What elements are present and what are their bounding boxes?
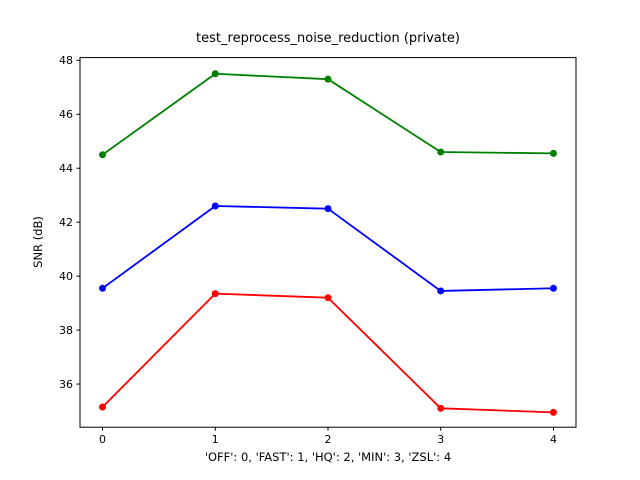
red-series-point <box>211 290 219 298</box>
y-axis-label: SNR (dB) <box>31 216 45 268</box>
y-tick-label: 44 <box>59 162 73 175</box>
green-series-point <box>99 151 107 159</box>
green-series-point <box>437 148 445 156</box>
x-tick-label: 3 <box>437 433 444 446</box>
y-tick-label: 36 <box>59 378 73 391</box>
plot-area <box>79 57 577 428</box>
y-tick-label: 42 <box>59 216 73 229</box>
blue-series-point <box>437 287 445 295</box>
x-tick-label: 1 <box>212 433 219 446</box>
x-tick-label: 2 <box>325 433 332 446</box>
blue-series-point <box>211 202 219 210</box>
blue-series-point <box>99 284 107 292</box>
x-tick-label: 0 <box>99 433 106 446</box>
y-tick-label: 46 <box>59 108 73 121</box>
chart-title: test_reprocess_noise_reduction (private) <box>196 31 460 46</box>
red-series-point <box>437 404 445 412</box>
green-series-point <box>211 70 219 78</box>
red-series-point <box>324 294 332 302</box>
y-tick-label: 38 <box>59 324 73 337</box>
green-series-point <box>324 75 332 83</box>
x-tick-label: 4 <box>550 433 557 446</box>
blue-series-point <box>549 284 557 292</box>
red-series-point <box>549 408 557 416</box>
blue-series-point <box>324 205 332 213</box>
y-tick-label: 48 <box>59 54 73 67</box>
y-tick-label: 40 <box>59 270 73 283</box>
red-series-point <box>99 403 107 411</box>
x-axis-label: 'OFF': 0, 'FAST': 1, 'HQ': 2, 'MIN': 3, … <box>204 450 452 464</box>
green-series-point <box>549 149 557 157</box>
